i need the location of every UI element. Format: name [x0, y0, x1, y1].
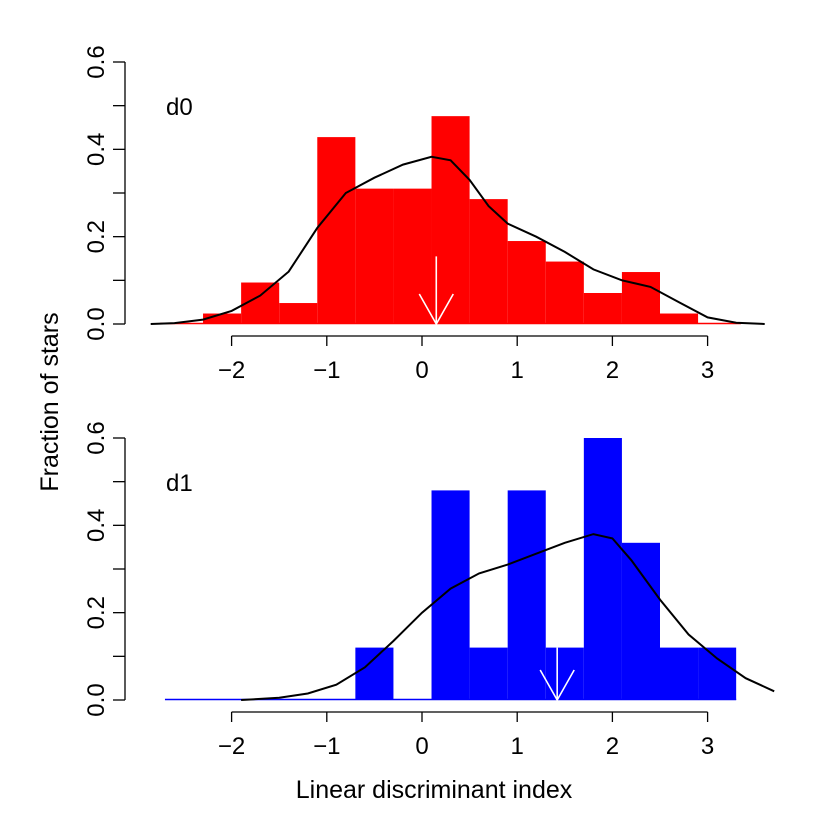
x-tick-label: 3 — [701, 733, 714, 760]
y-tick-label: 0.0 — [83, 307, 110, 340]
x-tick-label: 0 — [415, 357, 428, 384]
x-tick-label: 1 — [511, 357, 524, 384]
histogram-bar-3 — [507, 490, 546, 700]
histogram-bar-7 — [469, 199, 508, 324]
histogram-bar-10 — [583, 292, 622, 324]
panel-d1: 0.0 0.2 0.4 0.6 −2 −1 0 1 2 3 d1 — [83, 421, 775, 760]
y-axis-title: Fraction of stars — [36, 312, 64, 491]
histogram-bar-5 — [393, 188, 432, 324]
y-tick-label: 0.6 — [83, 421, 110, 454]
y-tick-label: 0.0 — [83, 683, 110, 716]
panel-d0: 0.0 0.2 0.4 0.6 −2 −1 0 1 2 3 d0 — [83, 45, 765, 384]
histogram-bar-1 — [431, 490, 470, 700]
histogram-bar-8 — [698, 647, 737, 700]
y-tick-label: 0.4 — [83, 509, 110, 542]
x-tick-label: 2 — [606, 733, 619, 760]
histogram-bar-4 — [355, 188, 394, 324]
histogram-bar-6 — [431, 116, 470, 324]
y-tick-label: 0.6 — [83, 45, 110, 78]
x-tick-label: −2 — [218, 733, 245, 760]
histogram-bar-2 — [469, 647, 508, 700]
y-tick-label: 0.4 — [83, 133, 110, 166]
panel-label: d0 — [166, 94, 193, 121]
histogram-bar-5 — [583, 438, 622, 700]
y-tick-label: 0.2 — [83, 220, 110, 253]
x-tick-label: 3 — [701, 357, 714, 384]
histogram-bar-6 — [621, 542, 660, 700]
x-tick-label: 0 — [415, 733, 428, 760]
histogram-bar-3 — [317, 137, 356, 324]
histogram-bar-9 — [545, 261, 584, 324]
panel-label: d1 — [166, 470, 193, 497]
histogram-bar-12 — [660, 313, 699, 324]
histogram-bar-2 — [279, 303, 318, 324]
histogram-bar-0 — [355, 647, 394, 700]
x-tick-label: 2 — [606, 357, 619, 384]
mean-arrow-head — [539, 669, 575, 702]
x-tick-label: −1 — [313, 357, 340, 384]
x-tick-label: 1 — [511, 733, 524, 760]
histogram-bar-7 — [660, 647, 699, 700]
histogram-bar-11 — [621, 272, 660, 324]
density-curve — [150, 155, 765, 325]
mean-arrow-head — [418, 293, 454, 326]
x-tick-label: −1 — [313, 733, 340, 760]
density-curve — [241, 533, 775, 701]
histogram-bar-8 — [507, 241, 546, 324]
x-axis-title: Linear discriminant index — [296, 776, 573, 804]
x-tick-label: −2 — [218, 357, 245, 384]
y-tick-label: 0.2 — [83, 596, 110, 629]
histogram-bar-4 — [545, 647, 584, 700]
histogram-bar-0 — [203, 313, 242, 324]
